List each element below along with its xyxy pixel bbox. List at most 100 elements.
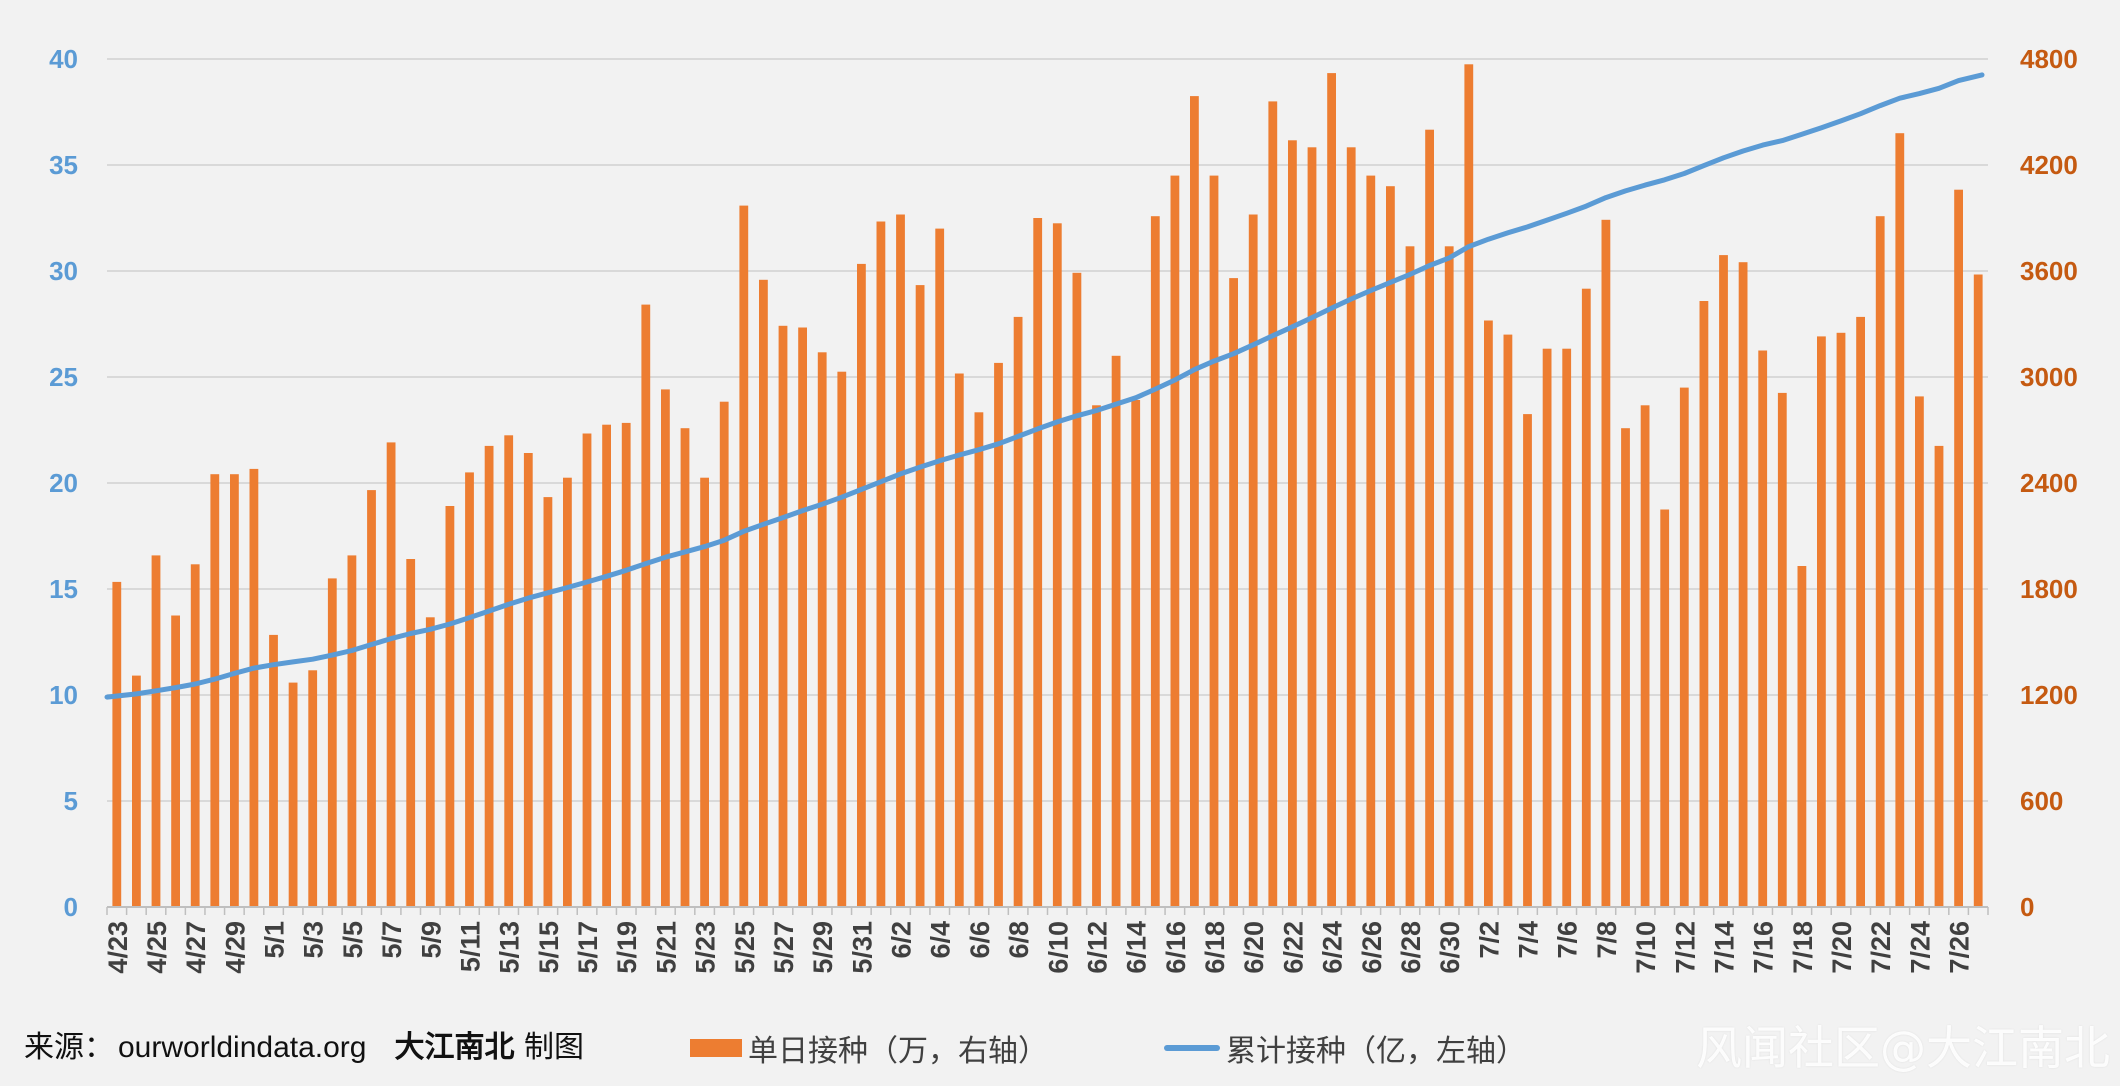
bar [1484, 320, 1493, 907]
bar [582, 433, 592, 907]
bar [1542, 348, 1552, 907]
x-tick-label: 5/23 [691, 921, 721, 974]
y-right-tick-label: 4200 [2020, 150, 2078, 180]
bar [1699, 301, 1709, 907]
bar [288, 682, 298, 907]
y-right-tick-label: 0 [2020, 892, 2034, 922]
x-tick-label: 7/16 [1749, 921, 1779, 974]
y-right-tick-label: 4800 [2020, 44, 2078, 74]
x-tick-label: 4/27 [181, 921, 211, 974]
x-tick-label: 5/21 [651, 921, 681, 974]
bar [1405, 246, 1415, 908]
bar [1895, 133, 1905, 907]
bar [1229, 278, 1238, 908]
bar [484, 445, 494, 907]
bar [1092, 405, 1101, 907]
bar [445, 506, 455, 907]
bar [837, 371, 847, 907]
bar [1072, 272, 1082, 907]
bar [1621, 428, 1630, 907]
bar [1738, 262, 1748, 907]
bar [1797, 566, 1807, 907]
bar [1875, 216, 1885, 907]
bar [1934, 445, 1944, 907]
x-tick-label: 7/8 [1592, 921, 1622, 959]
bar [132, 675, 141, 907]
x-tick-label: 7/18 [1788, 921, 1818, 974]
bar [1836, 332, 1846, 907]
x-tick-label: 5/1 [260, 921, 290, 959]
legend-bar-label: 单日接种（万，右轴） [748, 1034, 1048, 1069]
bar [1915, 396, 1924, 907]
source-note: 来源： ourworldindata.org 大江南北 制图 [24, 1022, 584, 1074]
x-tick-label: 6/28 [1396, 921, 1426, 974]
bar [1601, 219, 1611, 908]
bar [308, 670, 318, 907]
bar [327, 578, 337, 907]
x-tick-label: 6/16 [1161, 921, 1191, 974]
bar [112, 581, 122, 907]
x-tick-label: 7/12 [1670, 921, 1700, 974]
cumulative-line [104, 72, 1985, 700]
bar [1444, 246, 1454, 908]
bar [1052, 223, 1062, 908]
bar [739, 205, 749, 908]
bar [1817, 336, 1826, 907]
bar [935, 228, 945, 908]
bar [1758, 350, 1768, 907]
gridlines [107, 58, 1988, 802]
author-suffix: 制图 [524, 1030, 585, 1065]
x-tick-label: 4/23 [103, 921, 133, 974]
x-tick-label: 6/12 [1083, 921, 1113, 974]
bar [1190, 96, 1199, 908]
bar [1327, 73, 1336, 908]
x-tick-label: 6/26 [1357, 921, 1387, 974]
bar [190, 564, 200, 907]
author-name: 大江南北 [394, 1030, 515, 1065]
legend-line: 累计接种（亿，左轴） [1164, 1022, 1526, 1074]
bar [1346, 147, 1356, 908]
bar [543, 497, 553, 907]
y-right-tick-label: 3000 [2020, 362, 2078, 392]
axes: 0 0 5 600 10 1200 15 1800 20 2400 25 3000 30 3600 35 42… [49, 44, 2078, 974]
x-tick-label: 5/7 [377, 921, 407, 959]
y-left-tick-label: 25 [49, 362, 78, 392]
bar [249, 468, 259, 907]
x-tick-label: 5/9 [416, 921, 446, 959]
x-tick-label: 6/14 [1122, 921, 1152, 974]
bar [1131, 400, 1141, 907]
watermark: 风闻社区@大江南北 [1696, 1021, 2110, 1075]
bar [1719, 255, 1728, 908]
chart: 0 0 5 600 10 1200 15 1800 20 2400 25 3000 30 3600 35 42… [49, 44, 2078, 974]
x-tick-label: 7/22 [1866, 921, 1896, 974]
x-tick-label: 5/13 [495, 921, 525, 974]
line-series-cumulative [104, 72, 1985, 700]
x-tick-label: 6/18 [1200, 921, 1230, 974]
bar [1248, 214, 1258, 907]
bar [465, 472, 474, 907]
bar [602, 424, 611, 907]
bar [778, 325, 788, 907]
y-left-tick-label: 30 [49, 256, 78, 286]
bar [994, 362, 1003, 907]
bar [504, 435, 514, 907]
x-tick-label: 5/11 [456, 921, 486, 972]
bar [817, 352, 827, 907]
bar [1111, 355, 1121, 907]
x-tick-label: 5/17 [573, 921, 603, 974]
bar [700, 477, 709, 907]
bar [1523, 414, 1532, 907]
bar [954, 373, 964, 907]
chart-footer: 来源： ourworldindata.org 大江南北 制图 单日接种（万，右轴） … [0, 1022, 2120, 1082]
bar [896, 214, 905, 907]
x-tick-label: 6/20 [1239, 921, 1269, 974]
x-tick-label: 5/5 [338, 921, 368, 959]
x-tick-label: 6/10 [1043, 921, 1073, 974]
x-tick-label: 6/6 [965, 921, 995, 959]
bar [1386, 186, 1395, 907]
bar [1464, 64, 1474, 908]
bar [386, 442, 396, 907]
bar [974, 412, 984, 907]
y-left-tick-label: 5 [64, 786, 78, 816]
bar [915, 285, 925, 908]
